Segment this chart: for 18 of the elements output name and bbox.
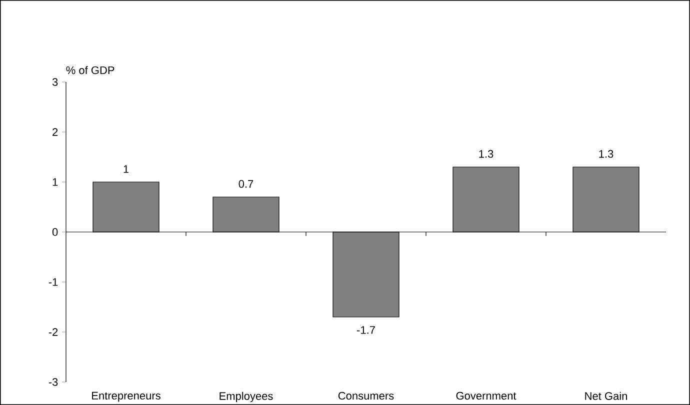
data-label: 1.3 bbox=[599, 150, 614, 158]
y-tick-label: -1 bbox=[48, 278, 58, 286]
y-axis-title: % of GDP bbox=[66, 66, 114, 74]
x-tick-label: Government bbox=[456, 392, 516, 400]
data-label: 1 bbox=[124, 165, 129, 173]
data-label: 1.3 bbox=[479, 150, 494, 158]
data-label: -1.7 bbox=[357, 326, 375, 334]
y-tick-label: 2 bbox=[52, 128, 58, 136]
y-tick-label: -3 bbox=[48, 378, 58, 386]
y-tick-label: 3 bbox=[52, 78, 58, 86]
x-tick-label: Employees bbox=[220, 392, 273, 402]
x-tick-label: Consumers bbox=[338, 392, 394, 400]
data-label: 0.7 bbox=[238, 180, 254, 188]
y-tick-label: 1 bbox=[52, 178, 58, 186]
y-tick-label: 0 bbox=[52, 228, 58, 236]
y-tick-label: -2 bbox=[48, 328, 58, 336]
x-tick-label: Net Gain bbox=[585, 392, 627, 400]
x-tick-label: Entrepreneurs bbox=[92, 392, 160, 402]
